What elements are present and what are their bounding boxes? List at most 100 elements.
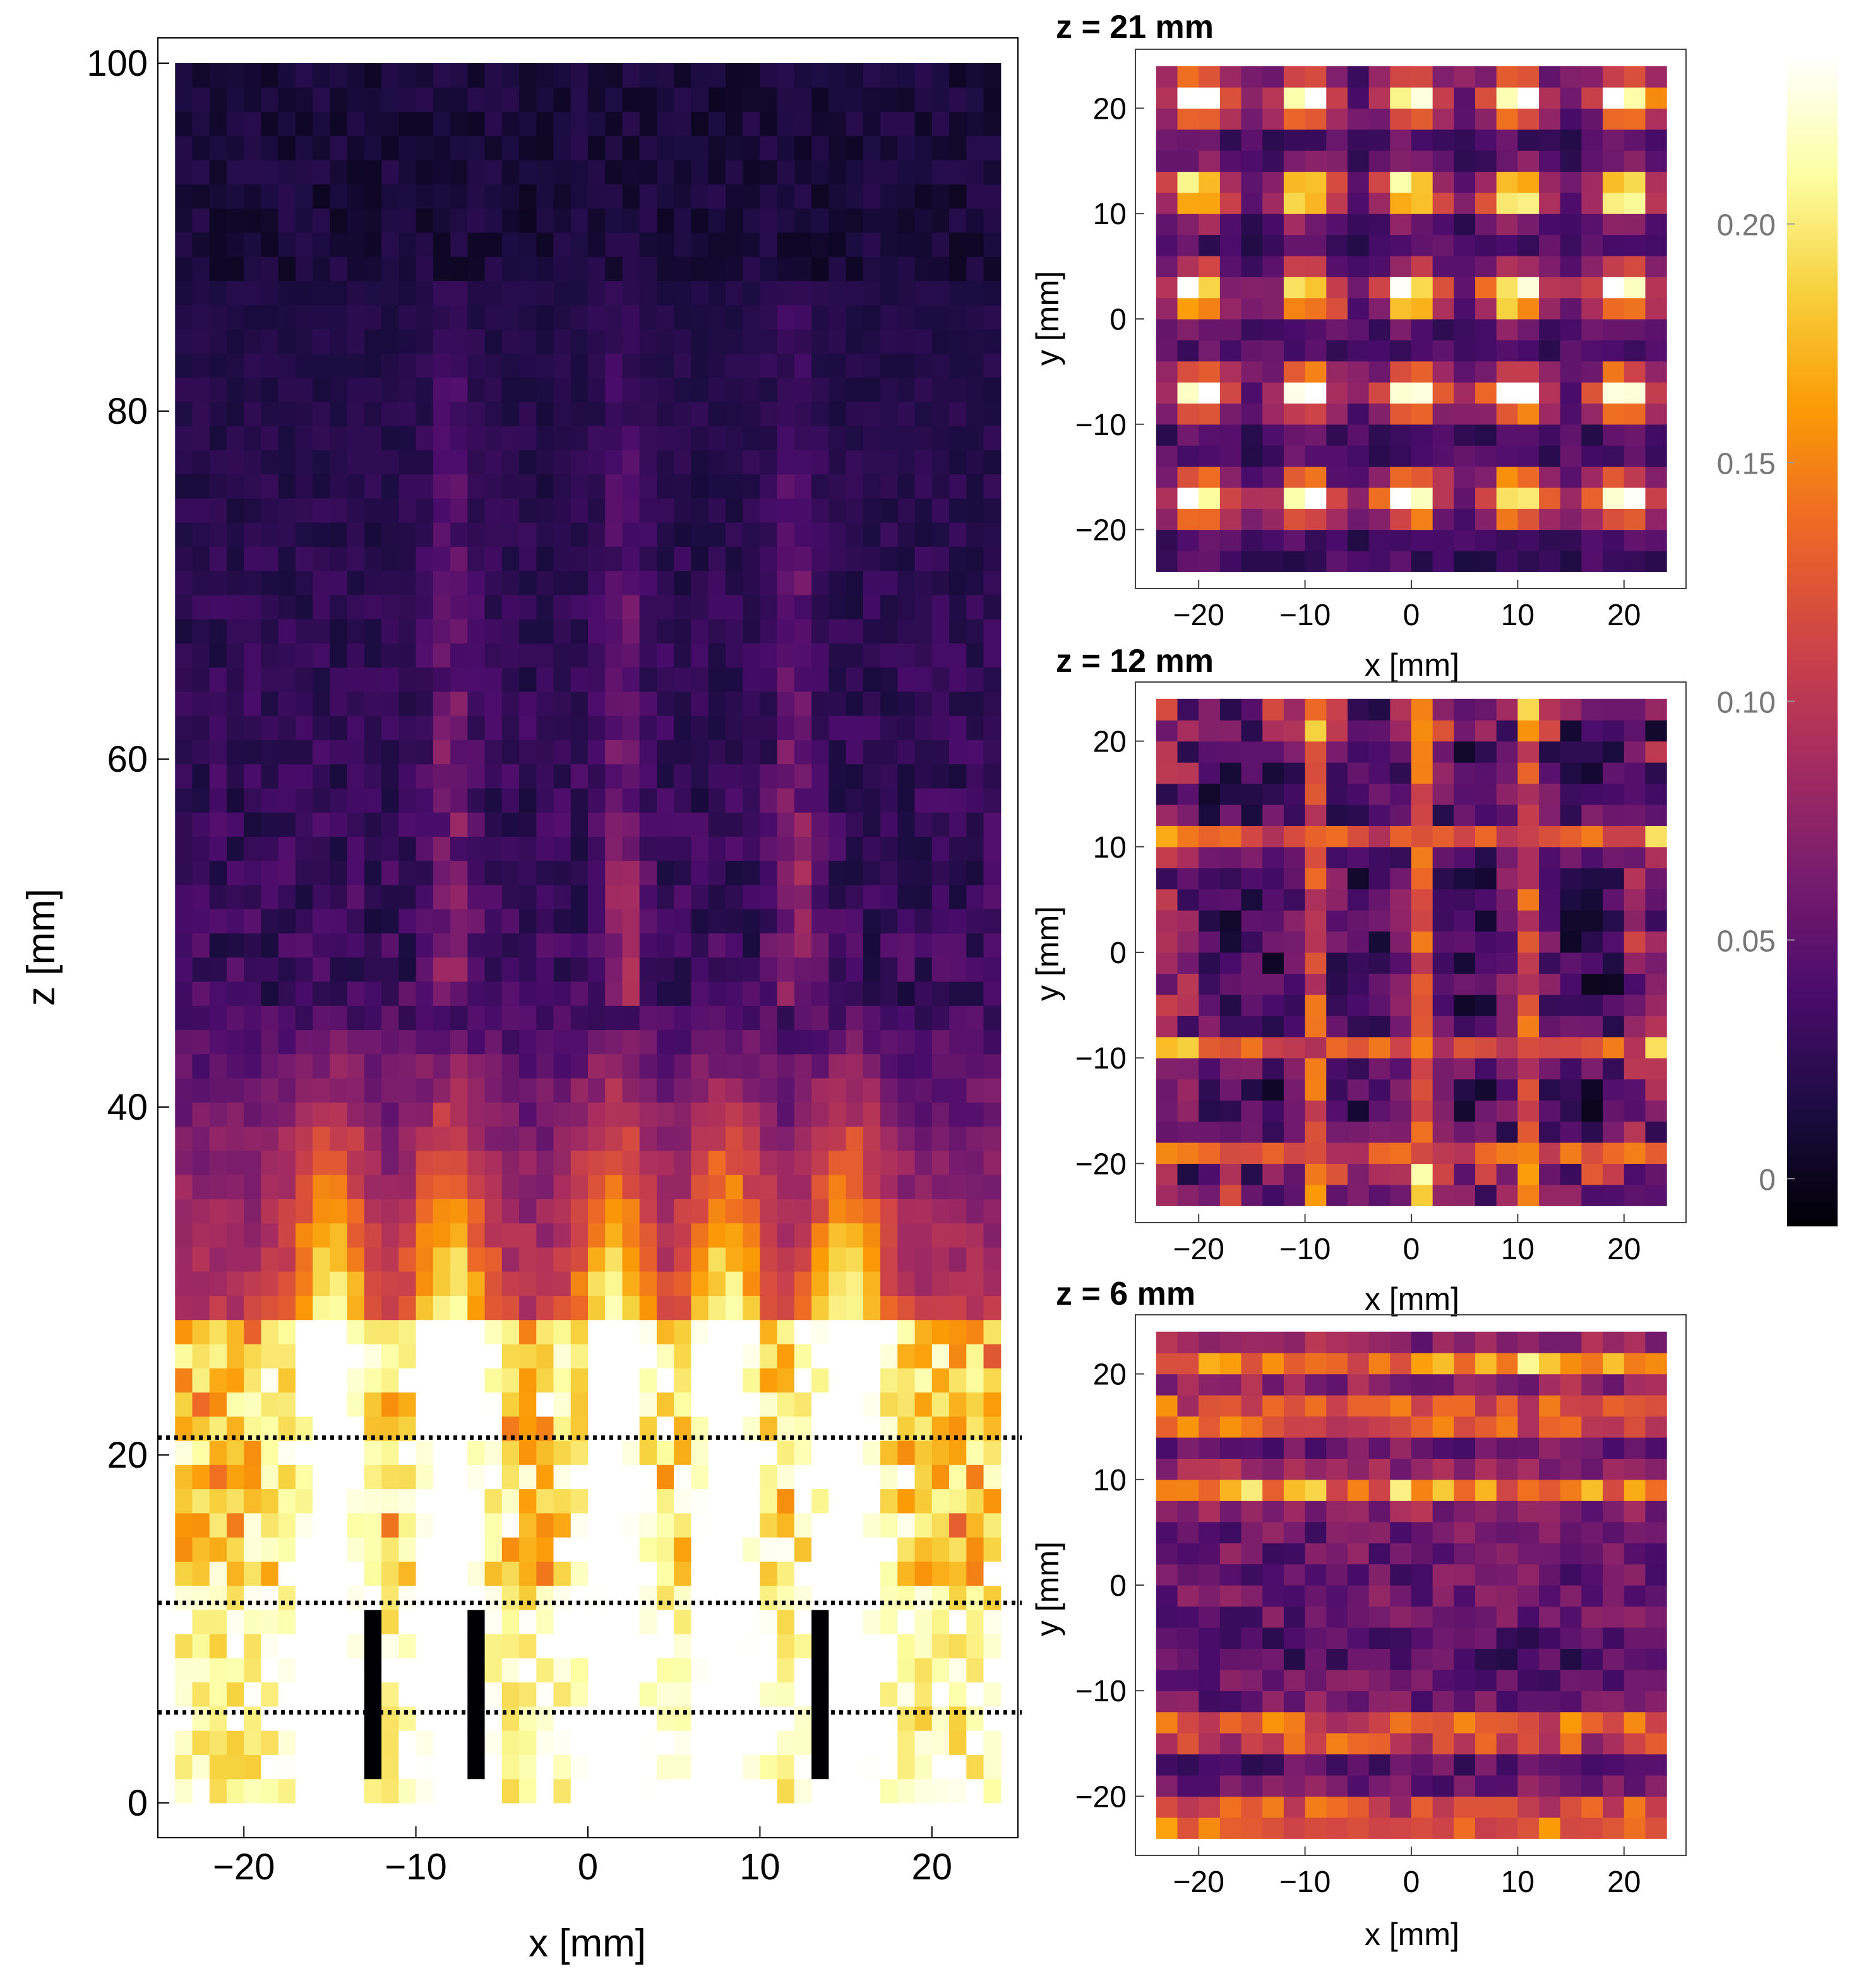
xy-heatmap-cell: [1219, 1458, 1242, 1480]
xz-heatmap-cell: [244, 1778, 262, 1804]
xz-heatmap-cell: [536, 256, 554, 281]
xy-heatmap-cell: [1219, 1796, 1242, 1818]
xy-heatmap-cell: [1645, 213, 1667, 236]
xz-heatmap-cell: [656, 1609, 674, 1634]
xz-heatmap-cell: [261, 328, 279, 354]
xy-heatmap-cell: [1199, 192, 1221, 214]
xz-heatmap-cell: [398, 522, 417, 547]
xy-heatmap-cell: [1262, 1100, 1284, 1122]
xz-heatmap-cell: [226, 1609, 244, 1634]
xz-heatmap-cell: [244, 1078, 262, 1103]
xy-heatmap-cell: [1475, 445, 1497, 467]
xz-heatmap-cell: [467, 1464, 486, 1490]
xz-heatmap-cell: [398, 1175, 417, 1199]
xz-heatmap-cell: [949, 1634, 967, 1658]
xz-heatmap-cell: [501, 1247, 520, 1272]
xy-heatmap-cell: [1305, 550, 1327, 572]
xz-heatmap-cell: [656, 1706, 674, 1731]
xz-heatmap-cell: [209, 208, 227, 233]
xz-heatmap-cell: [656, 377, 674, 402]
xz-heatmap-cell: [226, 1295, 244, 1320]
xz-heatmap-cell: [949, 1512, 967, 1538]
xz-heatmap-cell: [261, 1754, 279, 1780]
xz-heatmap-cell: [846, 401, 864, 426]
xz-heatmap-cell: [760, 933, 778, 958]
xz-heatmap-cell: [794, 1537, 812, 1562]
xz-heatmap-cell: [863, 1561, 881, 1586]
xy-heatmap-cell: [1411, 445, 1433, 467]
xz-heatmap-cell: [209, 643, 227, 668]
xz-heatmap-cell: [622, 546, 640, 572]
xz-heatmap-cell: [570, 450, 589, 475]
xz-heatmap-cell: [519, 1488, 537, 1514]
xz-heatmap-cell: [880, 546, 898, 572]
xz-heatmap-cell: [966, 1053, 984, 1079]
xz-heatmap-cell: [828, 1682, 847, 1707]
xz-heatmap-cell: [828, 570, 847, 596]
xz-heatmap-cell: [330, 1488, 348, 1514]
xz-heatmap-cell: [863, 1585, 881, 1610]
xz-heatmap-cell: [622, 377, 640, 402]
xz-heatmap-cell: [794, 1754, 812, 1780]
xy-heatmap-cell: [1581, 508, 1603, 530]
xy-heatmap-cell: [1305, 1691, 1327, 1713]
xy-heatmap-cell: [1177, 1331, 1199, 1353]
xy-heatmap-cell: [1624, 1015, 1646, 1038]
xy-heatmap-cell: [1496, 1015, 1518, 1038]
xz-heatmap-cell: [398, 1126, 417, 1151]
xz-heatmap-cell: [743, 691, 760, 716]
xz-heatmap-cell: [209, 1126, 227, 1151]
xz-heatmap-cell: [192, 716, 210, 740]
xz-heatmap-cell: [880, 208, 898, 233]
xz-heatmap-cell: [313, 1343, 330, 1368]
xy-heatmap-cell: [1241, 234, 1263, 256]
xz-heatmap-cell: [777, 1126, 795, 1151]
xz-heatmap-cell: [450, 1537, 468, 1562]
xz-heatmap-cell: [966, 1537, 984, 1562]
xz-heatmap-cell: [605, 87, 623, 112]
xz-heatmap-cell: [846, 1271, 864, 1296]
xz-heatmap-cell: [501, 232, 520, 257]
xz-heatmap-cell: [244, 1271, 262, 1296]
xz-heatmap-cell: [949, 1754, 967, 1780]
xz-heatmap-cell: [519, 619, 537, 644]
xy-heatmap-cell: [1368, 973, 1390, 995]
xy-heatmap-cell: [1454, 804, 1476, 826]
xz-heatmap-cell: [828, 1199, 847, 1224]
xz-heatmap-cell: [880, 401, 898, 426]
xz-heatmap-cell: [416, 280, 434, 306]
xz-heatmap-cell: [811, 957, 829, 982]
xy-heatmap-cell: [1560, 361, 1582, 383]
xz-heatmap-cell: [416, 1561, 434, 1586]
xz-heatmap-cell: [175, 619, 193, 644]
xz-heatmap-cell: [674, 208, 692, 233]
xz-heatmap-cell: [897, 1754, 916, 1780]
xz-heatmap-cell: [708, 981, 726, 1006]
xy-heatmap-cell: [1517, 720, 1540, 742]
xz-heatmap-cell: [760, 1730, 778, 1755]
xz-heatmap-cell: [536, 450, 554, 475]
xz-heatmap-cell: [381, 812, 399, 837]
xz-heatmap-cell: [519, 1029, 537, 1055]
xz-heatmap-cell: [553, 232, 571, 257]
xz-heatmap-cell: [725, 1512, 743, 1538]
xz-heatmap-cell: [536, 1343, 554, 1368]
xy-heatmap-cell: [1326, 1458, 1348, 1480]
xy-heatmap-cell: [1603, 1015, 1625, 1038]
xz-heatmap-cell: [553, 474, 571, 499]
xz-heatmap-cell: [519, 87, 537, 112]
xz-heatmap-cell: [743, 1609, 760, 1634]
xz-heatmap-cell: [536, 135, 554, 160]
xy-heatmap-cell: [1219, 234, 1242, 256]
xz-heatmap-cell: [622, 1658, 640, 1683]
xz-heatmap-cell: [278, 63, 296, 88]
xz-heatmap-cell: [433, 812, 451, 837]
xz-heatmap-cell: [777, 1029, 795, 1055]
xz-heatmap-cell: [313, 1247, 330, 1272]
xy-heatmap-cell: [1156, 931, 1178, 953]
xy-heatmap-cell: [1219, 1374, 1242, 1396]
xz-heatmap-cell: [639, 87, 657, 112]
xz-heatmap-cell: [931, 425, 950, 450]
xy-heatmap-cell: [1347, 1500, 1370, 1523]
xy-heatmap-cell: [1645, 277, 1667, 299]
